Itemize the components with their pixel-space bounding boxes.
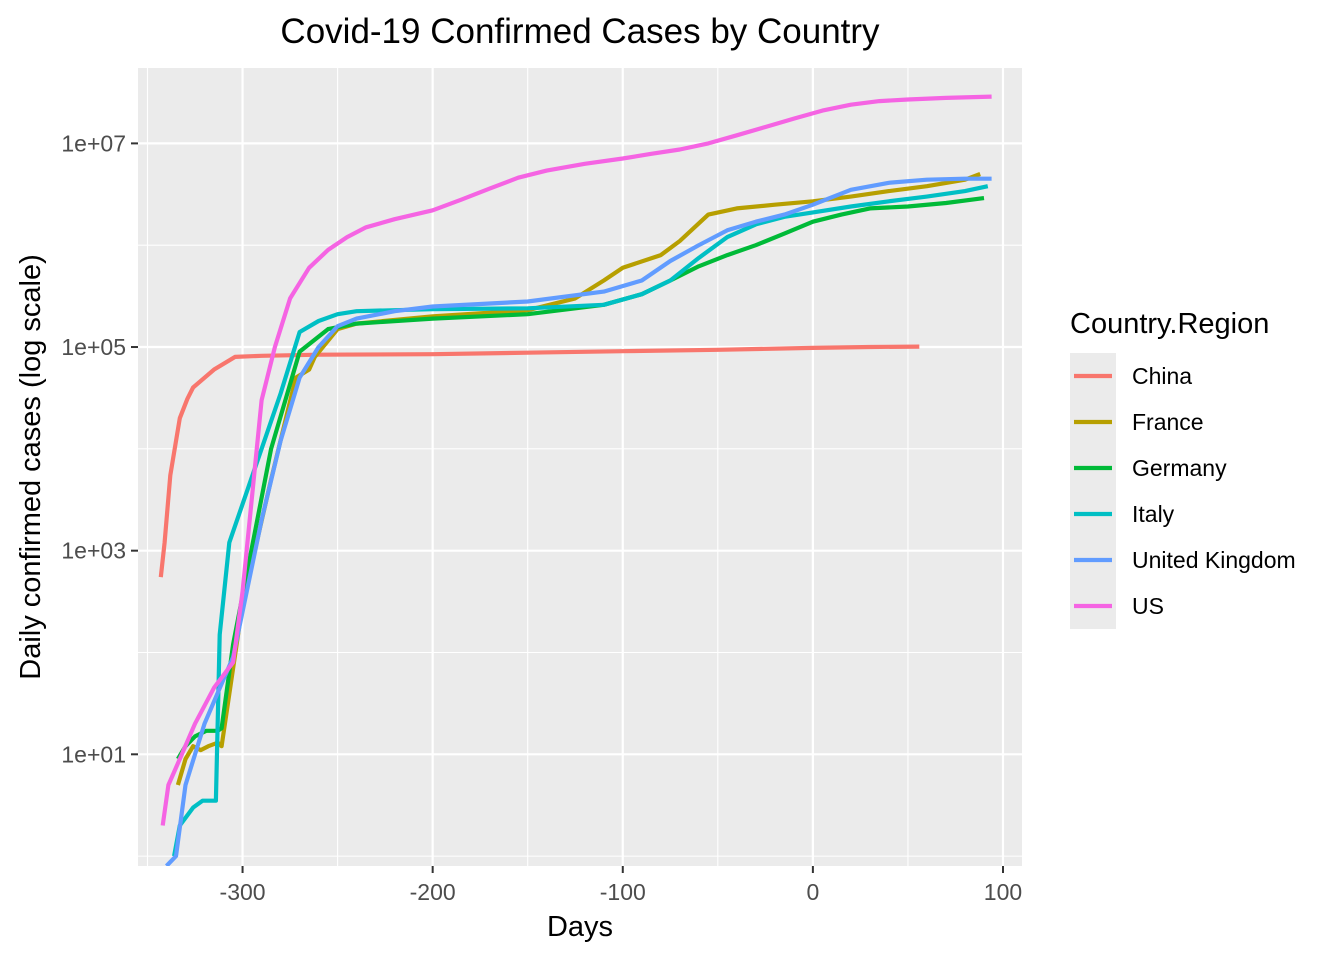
legend-label-germany: Germany [1132, 455, 1227, 481]
series-layer [158, 94, 992, 866]
plot-panel [138, 68, 1022, 866]
y-tick-label: 1e+01 [61, 741, 126, 767]
legend-key-panel [1070, 353, 1116, 629]
y-axis: 1e+01 1e+03 1e+05 1e+07 [61, 130, 138, 767]
legend-label-china: China [1132, 363, 1192, 389]
legend: Country.Region China France Germany Italy Un… [1070, 308, 1296, 629]
x-axis-title: Days [547, 911, 613, 943]
legend-title: Country.Region [1070, 308, 1269, 340]
series-line-us [160, 94, 992, 826]
y-tick-label: 1e+07 [61, 130, 126, 156]
legend-label-us: US [1132, 593, 1164, 619]
y-tick-label: 1e+03 [61, 538, 126, 564]
y-axis-title: Daily confirmed cases (log scale) [15, 254, 47, 679]
legend-label-france: France [1132, 409, 1204, 435]
x-tick-label: -300 [220, 879, 266, 905]
series-line-united-kingdom [164, 176, 992, 866]
chart-title: Covid-19 Confirmed Cases by Country [280, 12, 880, 51]
series-line-germany [176, 196, 985, 761]
y-tick-label: 1e+05 [61, 334, 126, 360]
series-line-china [158, 344, 920, 578]
x-tick-label: 100 [984, 879, 1022, 905]
x-tick-label: 0 [806, 879, 819, 905]
x-tick-label: -200 [410, 879, 456, 905]
x-tick-label: -100 [600, 879, 646, 905]
legend-label-united-kingdom: United Kingdom [1132, 547, 1296, 573]
series-line-italy [172, 184, 989, 857]
legend-label-italy: Italy [1132, 501, 1175, 527]
grid-major [138, 68, 1022, 866]
x-axis: -300 -200 -100 0 100 [220, 866, 1022, 905]
